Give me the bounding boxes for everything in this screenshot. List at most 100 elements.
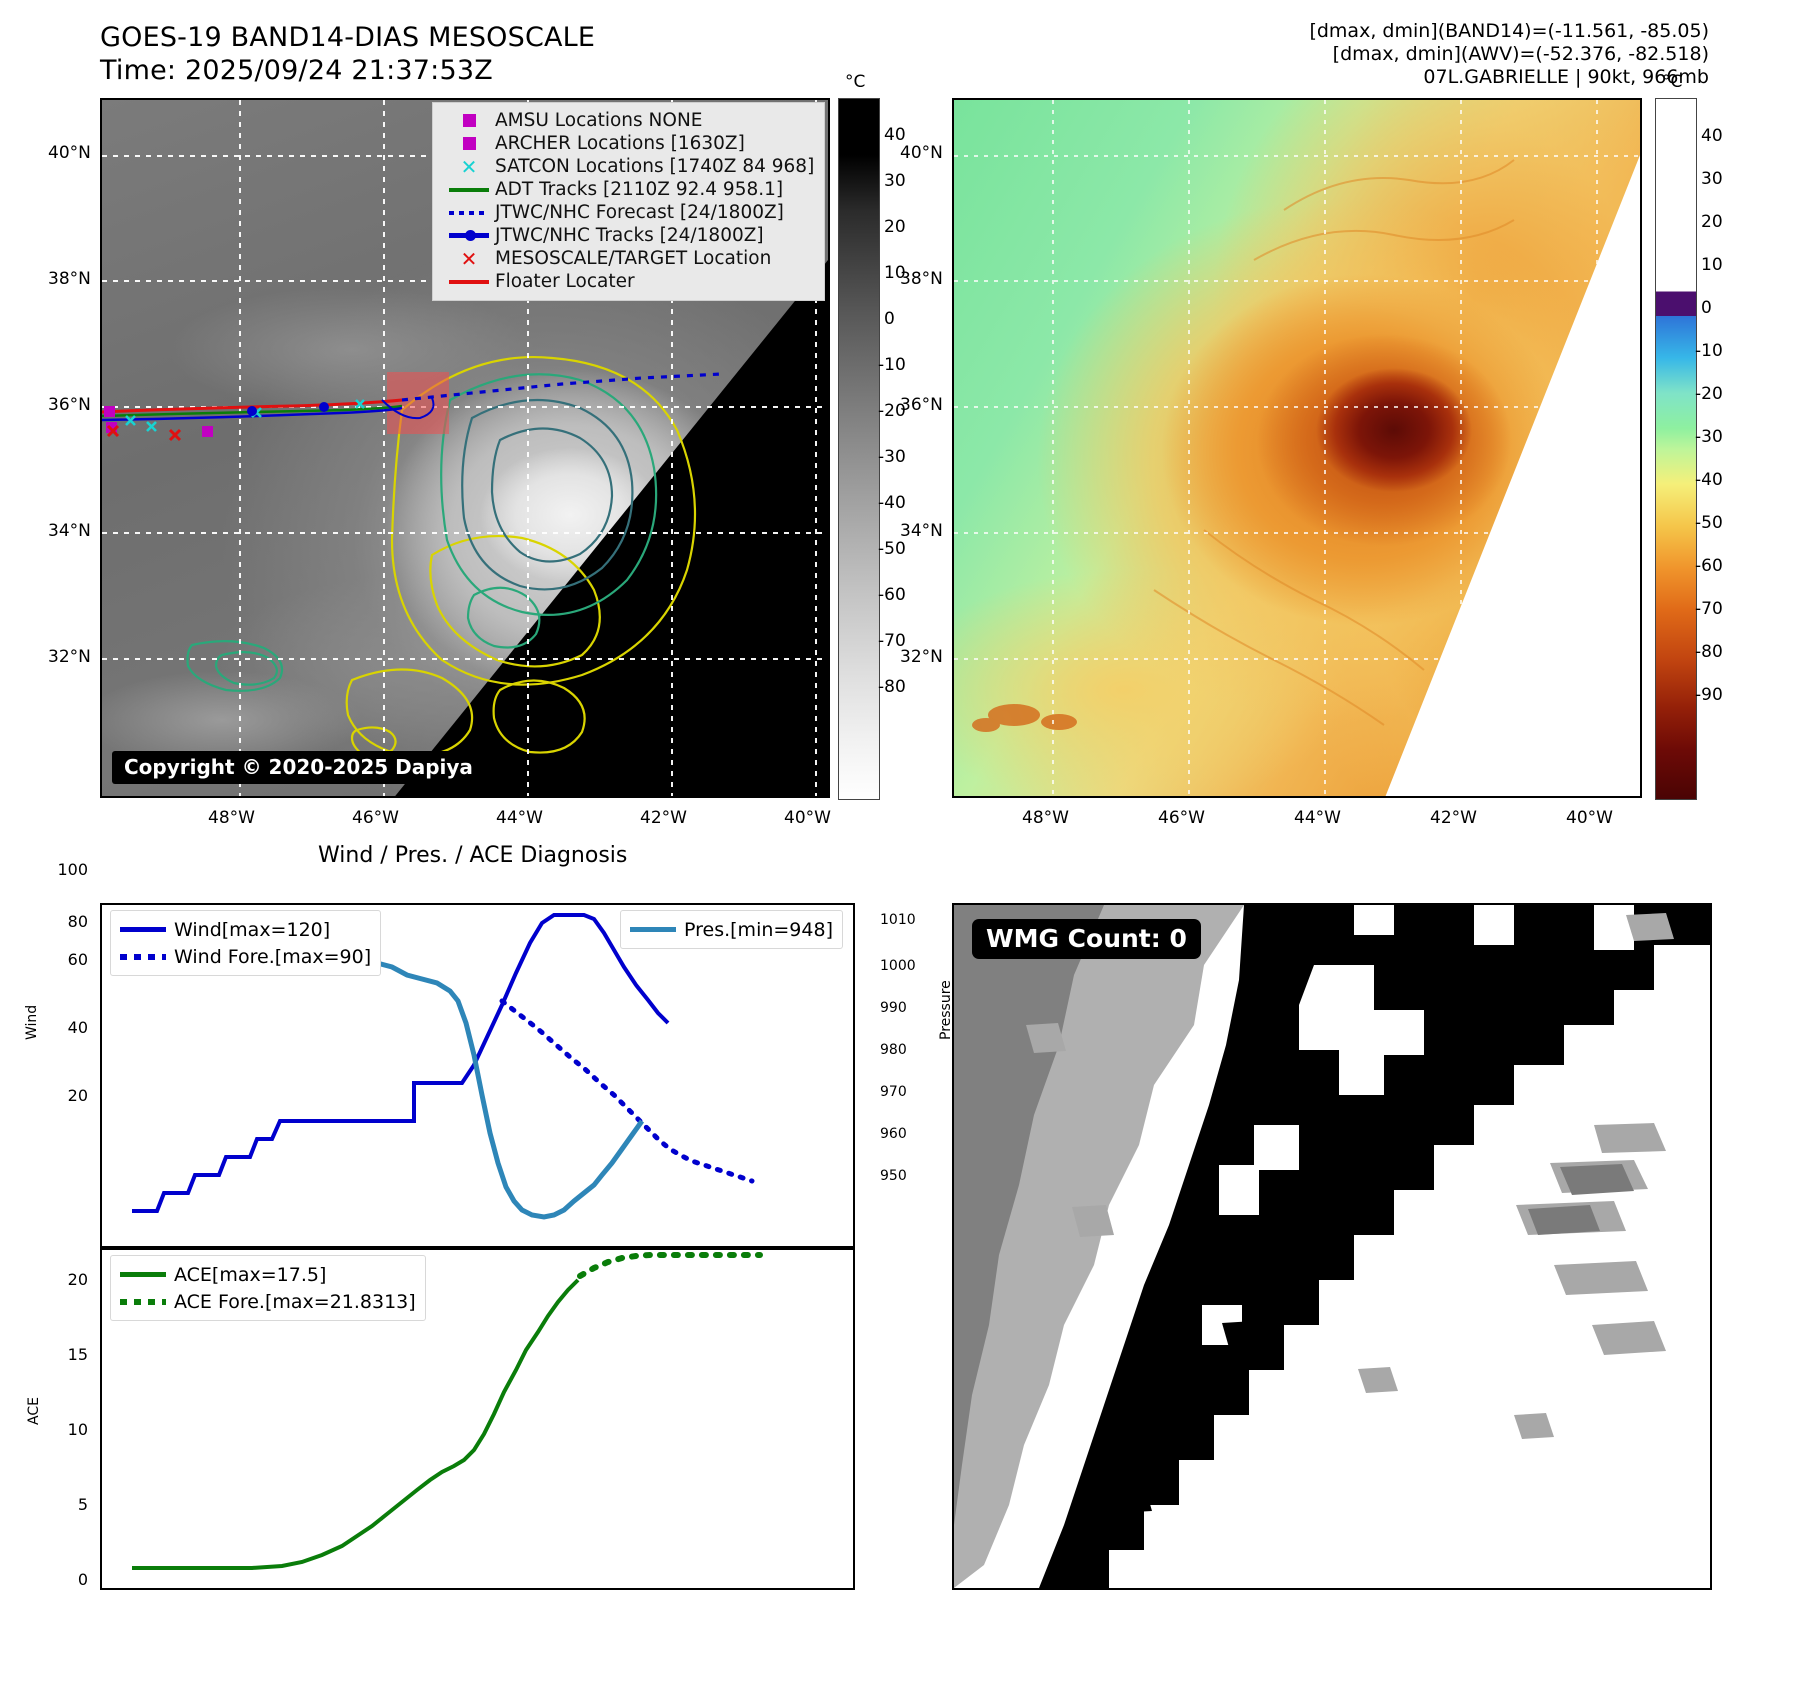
pressure-ytick: 950 — [880, 1168, 907, 1184]
awv-texture — [972, 159, 1515, 732]
legend-label: SATCON Locations [1740Z 84 968] — [495, 156, 815, 177]
legend-item[interactable]: AMSU Locations NONE — [443, 109, 814, 132]
legend-item[interactable]: Wind Fore.[max=90] — [120, 943, 371, 970]
page-title-line2: Time: 2025/09/24 21:37:53Z — [100, 55, 493, 86]
ir-xtick: 48°W — [208, 808, 255, 828]
pressure-ytick: 1000 — [880, 958, 916, 974]
awv-xtick: 46°W — [1158, 808, 1205, 828]
stats-awv: [dmax, dmin](AWV)=(-52.376, -82.518) — [1332, 43, 1709, 65]
ir-legend: AMSU Locations NONE ARCHER Locations [16… — [432, 102, 826, 301]
legend-item[interactable]: ADT Tracks [2110Z 92.4 958.1] — [443, 178, 814, 201]
awv-colorbar-tick: 30 — [1701, 169, 1723, 189]
ir-colorbar — [838, 98, 880, 800]
awv-gridline-vertical — [1188, 100, 1190, 796]
dotted-green-icon — [120, 1298, 174, 1305]
ir-colorbar-tick: -80 — [878, 677, 906, 697]
awv-xtick: 44°W — [1294, 808, 1341, 828]
pressure-ytick: 990 — [880, 1000, 907, 1016]
stats-header: [dmax, dmin](BAND14)=(-11.561, -85.05) [… — [1109, 20, 1709, 89]
awv-colorbar-tick: -90 — [1695, 685, 1723, 705]
wmg-mask — [954, 905, 1710, 1588]
legend-item[interactable]: Pres.[min=948] — [630, 916, 833, 943]
wind-chart-title: Wind / Pres. / ACE Diagnosis — [318, 843, 628, 868]
line-green-icon — [443, 187, 495, 192]
ace-chart[interactable]: ACE[max=17.5] ACE Fore.[max=21.8313] — [100, 1248, 855, 1590]
square-magenta-icon — [443, 114, 495, 127]
awv-ytick: 32°N — [900, 647, 943, 667]
ace-legend: ACE[max=17.5] ACE Fore.[max=21.8313] — [110, 1255, 426, 1321]
awv-xtick: 48°W — [1022, 808, 1069, 828]
copyright-badge: Copyright © 2020-2025 Dapiya — [112, 751, 485, 784]
awv-ytick: 40°N — [900, 143, 943, 163]
legend-item[interactable]: ACE[max=17.5] — [120, 1261, 416, 1288]
ir-colorbar-tick: -50 — [878, 539, 906, 559]
line-teal-icon — [630, 927, 684, 932]
awv-colorbar-tick: -50 — [1695, 513, 1723, 533]
dotted-blue-icon — [443, 210, 495, 215]
wmg-count-badge: WMG Count: 0 — [972, 919, 1201, 959]
awv-gridline-vertical — [1460, 100, 1462, 796]
awv-gridline-vertical — [1596, 100, 1598, 796]
wind-ytick: 60 — [67, 950, 88, 969]
awv-colorbar-tick: -60 — [1695, 556, 1723, 576]
legend-label: Floater Locater — [495, 271, 635, 292]
wmg-panel[interactable]: WMG Count: 0 — [952, 903, 1712, 1590]
legend-label: Pres.[min=948] — [684, 918, 833, 941]
legend-item[interactable]: ARCHER Locations [1630Z] — [443, 132, 814, 155]
x-red-icon: ✕ — [460, 246, 478, 271]
awv-colorbar-tick: -80 — [1695, 642, 1723, 662]
awv-ytick: 36°N — [900, 395, 943, 415]
legend-item[interactable]: ✕ MESOSCALE/TARGET Location — [443, 247, 814, 270]
ir-ytick: 36°N — [48, 395, 91, 415]
wind-pressure-chart[interactable]: Wind[max=120] Wind Fore.[max=90] Pres.[m… — [100, 903, 855, 1248]
page-title-line1: GOES-19 BAND14-DIAS MESOSCALE — [100, 22, 596, 53]
line-green-icon — [120, 1272, 174, 1277]
ace-ytick: 15 — [67, 1345, 88, 1364]
line-blue-marker-icon — [443, 229, 495, 241]
dotted-blue-icon — [120, 953, 174, 960]
legend-label: JTWC/NHC Tracks [24/1800Z] — [495, 225, 764, 246]
ir-gridline-vertical — [383, 100, 385, 796]
ir-colorbar-tick: 20 — [884, 217, 906, 237]
ir-gridline-horizontal — [102, 532, 828, 534]
ir-colorbar-tick: -40 — [878, 493, 906, 513]
awv-gridline-horizontal — [954, 532, 1640, 534]
line-red-icon — [443, 279, 495, 284]
pressure-ytick: 960 — [880, 1126, 907, 1142]
legend-label: ARCHER Locations [1630Z] — [495, 133, 745, 154]
awv-colorbar — [1655, 98, 1697, 800]
legend-item[interactable]: ✕ SATCON Locations [1740Z 84 968] — [443, 154, 815, 179]
ir-colorbar-tick: 40 — [884, 125, 906, 145]
ir-contours — [186, 356, 697, 758]
ir-track-overlay — [102, 372, 723, 442]
legend-item[interactable]: JTWC/NHC Forecast [24/1800Z] — [443, 201, 814, 224]
awv-colorbar-tick: -40 — [1695, 470, 1723, 490]
awv-colorbar-tick: -70 — [1695, 599, 1723, 619]
ir-colorbar-tick: -20 — [878, 401, 906, 421]
x-cyan-icon: ✕ — [460, 154, 478, 179]
line-blue-icon — [120, 927, 174, 932]
awv-ytick: 34°N — [900, 521, 943, 541]
ir-ytick: 34°N — [48, 521, 91, 541]
ir-xtick: 42°W — [640, 808, 687, 828]
legend-item[interactable]: Floater Locater — [443, 270, 814, 293]
ir-gridline-horizontal — [102, 406, 828, 408]
legend-item[interactable]: ACE Fore.[max=21.8313] — [120, 1288, 416, 1315]
square-magenta-icon — [443, 137, 495, 150]
ace-ytick: 0 — [77, 1570, 88, 1589]
awv-colorbar-tick: -10 — [1695, 341, 1723, 361]
ir-colorbar-tick: 10 — [884, 263, 906, 283]
ir-colorbar-unit: °C — [845, 72, 866, 92]
ir-satellite-panel[interactable]: AMSU Locations NONE ARCHER Locations [16… — [100, 98, 830, 798]
legend-label: Wind[max=120] — [174, 918, 331, 941]
legend-item[interactable]: Wind[max=120] — [120, 916, 371, 943]
awv-gridline-horizontal — [954, 406, 1640, 408]
awv-satellite-panel[interactable] — [952, 98, 1642, 798]
ir-gridline-vertical — [815, 100, 817, 796]
ir-gridline-horizontal — [102, 658, 828, 660]
pressure-ytick: 980 — [880, 1042, 907, 1058]
legend-item[interactable]: JTWC/NHC Tracks [24/1800Z] — [443, 224, 814, 247]
ir-gridline-vertical — [239, 100, 241, 796]
legend-label: AMSU Locations NONE — [495, 110, 703, 131]
ir-ytick: 38°N — [48, 269, 91, 289]
